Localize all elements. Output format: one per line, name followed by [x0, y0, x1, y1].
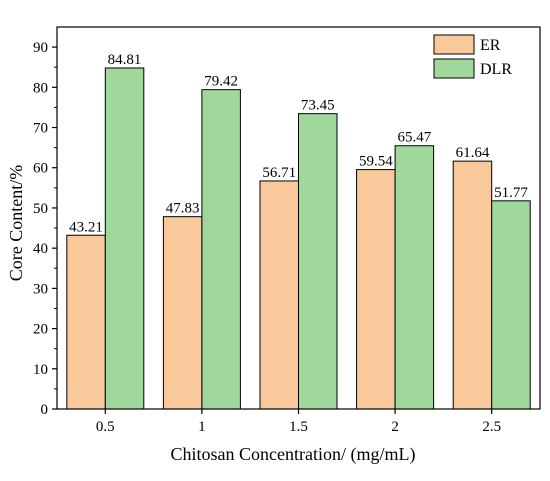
y-tick-label: 50	[33, 201, 48, 217]
data-label-dlr: 51.77	[494, 185, 528, 201]
data-labels-layer: 43.21 84.81 47.83 79.42 56.71 73.45 59.5465.47…	[69, 52, 528, 235]
data-label-er: 47.83	[166, 201, 200, 217]
bar-dlr	[201, 89, 241, 410]
legend-label-dlr: DLR	[480, 61, 512, 78]
bar-dlr	[491, 200, 531, 410]
y-tick-label: 60	[33, 161, 48, 177]
y-tick-label: 0	[41, 402, 49, 418]
data-label-er: 56.71	[262, 165, 296, 181]
bar-dlr	[298, 113, 338, 410]
data-label-dlr: 73.45	[301, 98, 335, 114]
legend: ER DLR	[433, 34, 512, 79]
legend-swatch-er	[433, 34, 475, 55]
data-label-er: 43.21	[69, 219, 103, 235]
y-tick-label: 90	[33, 40, 48, 56]
x-tick-label: 2	[391, 419, 399, 435]
bars-layer	[66, 67, 531, 410]
x-axis-title: Chitosan Concentration/ (mg/mL)	[171, 444, 416, 465]
y-tick-label: 30	[33, 281, 48, 297]
data-label-dlr: 84.81	[108, 52, 142, 68]
legend-swatch-dlr	[433, 58, 475, 79]
legend-label-er: ER	[480, 37, 501, 54]
data-label-er: 59.54	[359, 154, 393, 170]
bar-er	[259, 180, 299, 410]
y-tick-label: 80	[33, 80, 48, 96]
x-axis: 0.5 1 1.5 2 2.5	[96, 409, 501, 435]
y-axis-title: Core Content/%	[6, 165, 26, 281]
y-axis: 0 10 20 30 40 50 60 70 80 90	[33, 40, 57, 418]
bar-er	[452, 160, 493, 410]
x-tick-label: 1	[198, 419, 206, 435]
bar-dlr	[394, 145, 435, 410]
x-tick-label: 1.5	[289, 419, 308, 435]
data-label-dlr: 79.42	[204, 74, 238, 90]
bar-er	[66, 234, 106, 410]
bar-dlr	[104, 67, 145, 410]
y-tick-label: 70	[33, 121, 48, 137]
x-tick-label: 0.5	[96, 419, 115, 435]
y-tick-label: 10	[33, 362, 48, 378]
bar-er	[162, 216, 203, 410]
data-label-dlr: 65.47	[397, 130, 431, 146]
x-tick-label: 2.5	[482, 419, 501, 435]
data-label-er: 61.64	[456, 145, 490, 161]
y-tick-label: 20	[33, 322, 48, 338]
bar-er	[356, 169, 396, 410]
y-tick-label: 40	[33, 241, 48, 257]
